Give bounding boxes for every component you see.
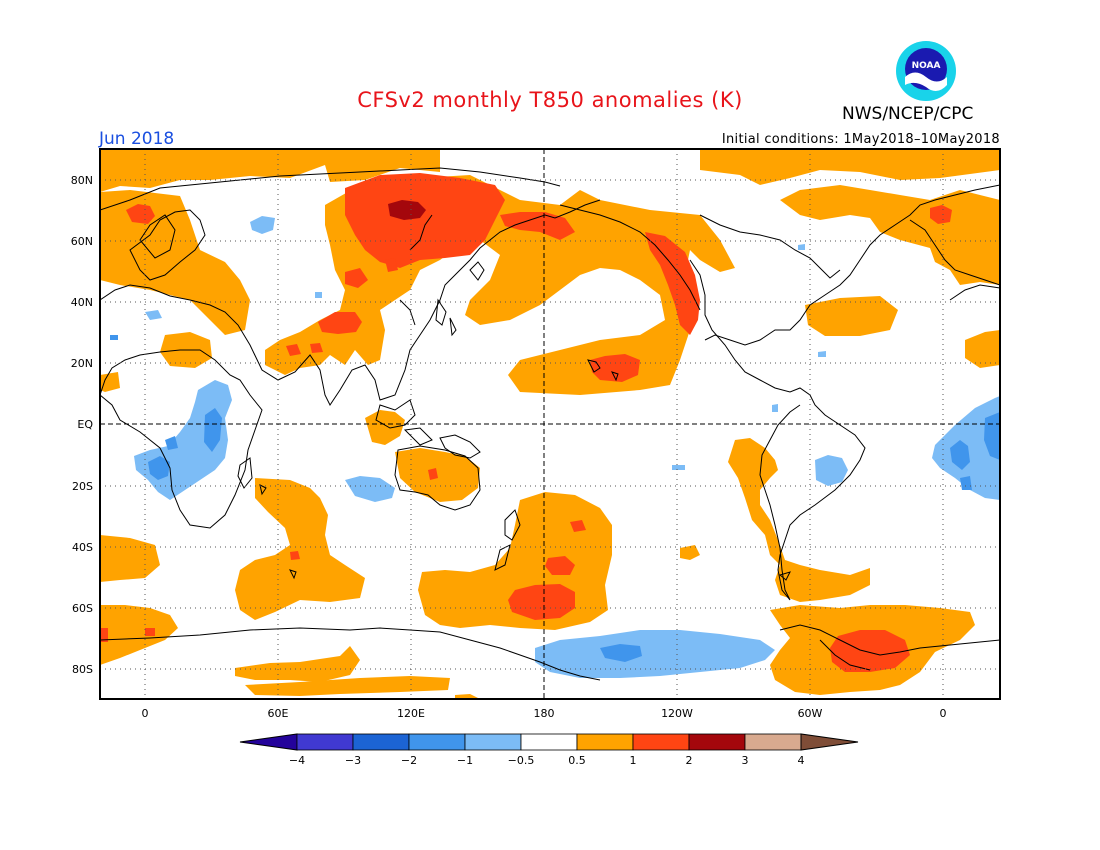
colorbar-arrow-high: [800, 733, 859, 751]
lat-label: 40N: [71, 296, 93, 309]
lat-label: 60S: [72, 602, 93, 615]
lon-label: 0: [142, 707, 149, 720]
anomaly-field: [100, 149, 1000, 699]
lat-label: EQ: [77, 418, 93, 431]
lon-label: 120E: [397, 707, 425, 720]
svg-text:NOAA: NOAA: [912, 61, 941, 71]
warm-anomaly-extreme-layer: [388, 200, 426, 220]
agency-label: NWS/NCEP/CPC: [842, 104, 974, 124]
colorbar-label: −3: [345, 754, 361, 767]
lon-label: 0: [940, 707, 947, 720]
coastlines: [100, 167, 1000, 681]
lat-label: 80N: [71, 174, 93, 187]
lat-label: 40S: [72, 541, 93, 554]
colorbar: −4 −3 −2 −1 −0.5 0.5 1 2 3 4: [239, 733, 859, 767]
colorbar-swatch: [744, 733, 802, 751]
warm-anomaly-strong-layer: [100, 173, 952, 672]
colorbar-label: −4: [289, 754, 305, 767]
map-frame: [99, 148, 1001, 700]
equator-dateline: [100, 149, 1000, 699]
colorbar-swatch: [688, 733, 746, 751]
colorbar-label: 1: [630, 754, 637, 767]
colorbar-label: −1: [457, 754, 473, 767]
lat-label: 20N: [71, 357, 93, 370]
colorbar-swatch: [520, 733, 578, 751]
lat-label: 20S: [72, 480, 93, 493]
colorbar-label: 0.5: [568, 754, 586, 767]
colorbar-label: 2: [686, 754, 693, 767]
colorbar-label: 3: [742, 754, 749, 767]
lon-label: 60W: [798, 707, 823, 720]
longitude-labels: 0 60E 120E 180 120W 60W 0: [142, 707, 947, 720]
colorbar-swatch: [576, 733, 634, 751]
noaa-logo: NOAA: [896, 41, 956, 101]
colorbar-swatch: [296, 733, 354, 751]
colorbar-swatch: [408, 733, 466, 751]
colorbar-swatch: [352, 733, 410, 751]
colorbar-label: 4: [798, 754, 805, 767]
initial-conditions: Initial conditions: 1May2018–10May2018: [721, 132, 1000, 147]
latitude-labels: 80N 60N 40N 20N EQ 20S 40S 60S 80S: [71, 174, 94, 676]
colorbar-label: −0.5: [508, 754, 535, 767]
forecast-month: Jun 2018: [99, 129, 175, 149]
colorbar-label: −2: [401, 754, 417, 767]
lat-label: 80S: [72, 663, 93, 676]
lon-label: 180: [534, 707, 555, 720]
colorbar-swatch: [632, 733, 690, 751]
colorbar-swatch: [464, 733, 522, 751]
lon-label: 120W: [661, 707, 693, 720]
colorbar-arrow-low: [239, 733, 298, 751]
lat-label: 60N: [71, 235, 93, 248]
lon-label: 60E: [268, 707, 289, 720]
map-title: CFSv2 monthly T850 anomalies (K): [357, 88, 743, 112]
